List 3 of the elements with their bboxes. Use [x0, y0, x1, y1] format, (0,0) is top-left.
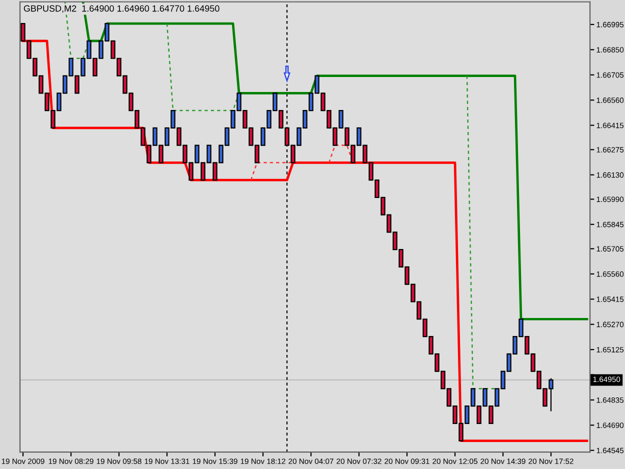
chart-title: GBPUSD,M2 1.64900 1.64960 1.64770 1.64950 — [24, 5, 220, 13]
line-series — [22, 40, 588, 442]
line-series — [82, 2, 588, 320]
